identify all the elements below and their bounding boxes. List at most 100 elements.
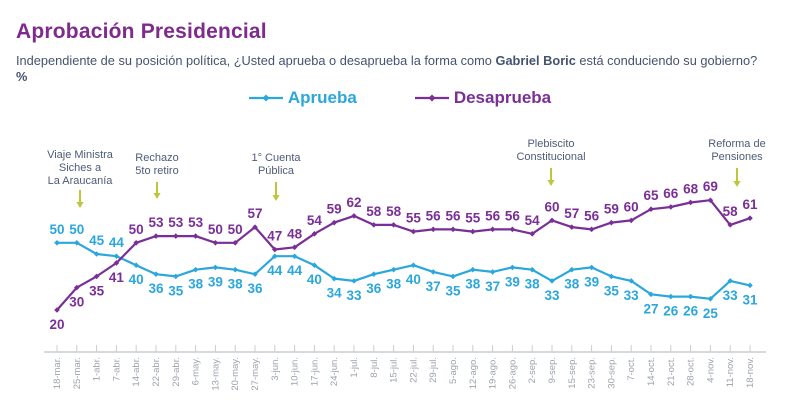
data-point[interactable] [470, 266, 476, 273]
annotation-text: Reforma de Pensiones [708, 138, 765, 163]
data-point[interactable] [232, 266, 238, 273]
data-point[interactable] [628, 278, 634, 284]
x-axis-label: 9-sep. [547, 357, 558, 383]
data-point[interactable] [608, 273, 615, 280]
value-label: 55 [406, 211, 422, 226]
annotation-rechazo-5to-retiro: Rechazo 5to retiro [135, 152, 179, 199]
data-point[interactable] [549, 278, 555, 284]
x-axis-label: 3-jun. [270, 357, 281, 381]
data-point[interactable] [291, 253, 298, 260]
data-point[interactable] [687, 293, 694, 300]
x-axis-label: 10-jun. [290, 357, 301, 386]
data-point[interactable] [588, 264, 595, 271]
annotation-viaje-ministra-siches-a-la-araucan-a: Viaje Ministra Siches a La Araucanía [47, 149, 114, 208]
value-label: 44 [109, 235, 125, 250]
data-point[interactable] [192, 266, 199, 273]
x-axis-label: 28-oct. [686, 357, 697, 386]
data-point[interactable] [588, 226, 595, 233]
data-point[interactable] [54, 307, 60, 313]
data-point[interactable] [212, 264, 219, 271]
data-point[interactable] [93, 251, 100, 257]
data-point[interactable] [410, 262, 417, 268]
data-point[interactable] [648, 206, 654, 212]
data-point[interactable] [311, 231, 318, 237]
data-point[interactable] [707, 296, 714, 302]
legend-item-aprueba[interactable]: Aprueba [248, 88, 357, 108]
data-point[interactable] [450, 273, 456, 280]
data-point[interactable] [648, 291, 654, 298]
legend-marker-icon [248, 94, 283, 102]
x-axis-label: 15-jul. [389, 357, 400, 383]
data-point[interactable] [410, 228, 417, 235]
page-title: Aprobación Presidencial [16, 20, 267, 44]
data-point[interactable] [608, 219, 615, 226]
data-point[interactable] [311, 262, 318, 268]
desaprueba-series: 20 30 35 41 50 53 53 53 50 50 57 47 48 54 59 62 58 58 55 56… [49, 179, 758, 332]
data-point[interactable] [390, 222, 397, 228]
data-point[interactable] [668, 204, 674, 210]
data-point[interactable] [291, 244, 298, 251]
data-point[interactable] [727, 222, 733, 228]
data-point[interactable] [509, 264, 516, 271]
data-point[interactable] [351, 278, 357, 284]
data-point[interactable] [331, 275, 337, 282]
arrow-head [547, 180, 555, 186]
data-point[interactable] [252, 271, 258, 277]
data-point[interactable] [192, 233, 199, 239]
value-label: 57 [247, 206, 262, 221]
data-point[interactable] [371, 271, 377, 277]
data-point[interactable] [430, 226, 436, 233]
data-point[interactable] [549, 217, 555, 224]
data-point[interactable] [113, 260, 120, 266]
data-point[interactable] [331, 219, 337, 226]
data-point[interactable] [232, 240, 238, 246]
x-axis-label: 27-may. [250, 357, 261, 391]
data-point[interactable] [668, 293, 674, 300]
data-point[interactable] [747, 282, 753, 289]
value-label: 44 [287, 263, 303, 278]
data-point[interactable] [212, 240, 219, 246]
data-point[interactable] [489, 269, 496, 275]
data-point[interactable] [687, 199, 694, 206]
data-point[interactable] [569, 224, 575, 230]
data-point[interactable] [371, 222, 377, 228]
legend-item-desaprueba[interactable]: Desaprueba [414, 88, 551, 108]
x-axis-label: 26-ago. [507, 357, 518, 389]
data-point[interactable] [93, 273, 100, 280]
data-point[interactable] [351, 213, 357, 219]
data-point[interactable] [252, 224, 258, 230]
data-point[interactable] [509, 226, 516, 233]
data-point[interactable] [74, 284, 80, 291]
data-point[interactable] [569, 266, 575, 273]
value-label: 34 [327, 286, 343, 301]
data-point[interactable] [153, 271, 159, 277]
value-label: 39 [584, 274, 599, 289]
data-point[interactable] [74, 240, 80, 246]
data-point[interactable] [430, 269, 436, 275]
data-point[interactable] [529, 266, 535, 273]
x-axis-label: 7-abr. [111, 357, 122, 381]
value-label: 36 [247, 281, 263, 296]
data-point[interactable] [489, 226, 496, 233]
value-label: 38 [525, 277, 541, 292]
data-point[interactable] [390, 266, 397, 273]
data-point[interactable] [450, 226, 456, 233]
data-point[interactable] [173, 273, 179, 280]
data-point[interactable] [272, 253, 278, 260]
data-point[interactable] [133, 240, 139, 246]
data-point[interactable] [173, 233, 179, 239]
data-point[interactable] [707, 197, 714, 204]
data-point[interactable] [529, 231, 535, 237]
data-point[interactable] [747, 215, 753, 221]
data-point[interactable] [153, 233, 159, 239]
value-label: 33 [624, 288, 640, 303]
annotation-arrow-icon [547, 168, 555, 186]
data-point[interactable] [470, 228, 476, 235]
data-point[interactable] [54, 240, 60, 246]
data-point[interactable] [113, 253, 120, 260]
data-point[interactable] [272, 246, 278, 253]
data-point[interactable] [133, 262, 139, 268]
data-point[interactable] [628, 217, 634, 224]
value-label: 41 [109, 270, 125, 285]
data-point[interactable] [727, 278, 733, 284]
